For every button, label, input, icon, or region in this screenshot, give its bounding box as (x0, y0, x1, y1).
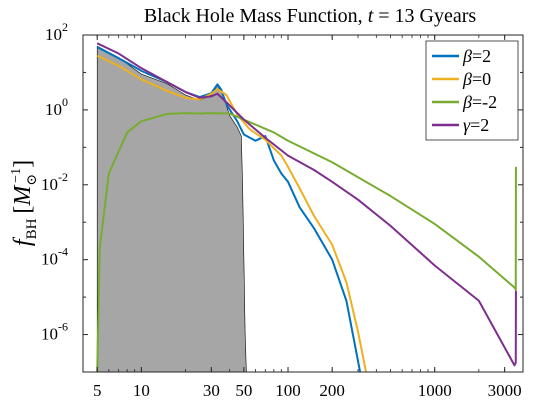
series-line-3 (96, 112, 517, 372)
legend-label: γ=2 (463, 115, 489, 135)
chart-title: Black Hole Mass Function, t = 13 Gyears (144, 5, 477, 27)
series-line-2 (96, 54, 367, 372)
x-tick-label: 30 (203, 381, 220, 400)
legend-label: β=-2 (462, 92, 497, 112)
plot-area (96, 42, 517, 372)
x-tick-label: 5 (93, 381, 102, 400)
x-tick-label: 3000 (488, 381, 522, 400)
x-tick-label: 10 (133, 381, 150, 400)
legend-box (425, 40, 519, 141)
axes-box (82, 34, 524, 373)
y-axis-label: fBH[M⊙−1] (9, 160, 40, 246)
y-tick-label: 102 (45, 20, 68, 44)
legend-label: β=2 (462, 46, 491, 66)
x-tick-label: 1000 (418, 381, 452, 400)
x-axis: 5 10 30 50 100 200 1000 3000 (82, 35, 524, 400)
x-tick-label: 200 (319, 381, 345, 400)
y-tick-label: 10-4 (41, 245, 68, 269)
legend-label: β=0 (462, 69, 491, 89)
y-tick-label: 100 (45, 95, 68, 119)
series-line-4 (96, 42, 517, 367)
y-axis: 102 100 10-2 10-4 10-6 (41, 20, 523, 373)
y-tick-label: 10-2 (41, 170, 68, 194)
y-tick-label: 10-6 (41, 320, 68, 344)
x-tick-label: 100 (275, 381, 301, 400)
x-tick-label: 50 (235, 381, 252, 400)
legend: β=2 β=0 β=-2 γ=2 (425, 40, 519, 141)
